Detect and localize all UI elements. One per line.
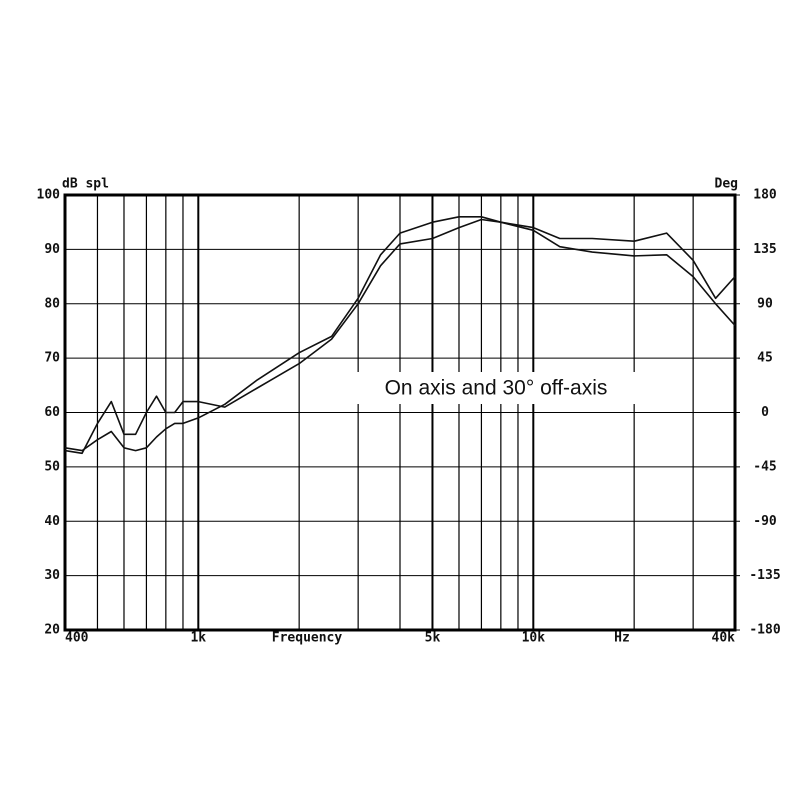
- y-tick-label: 20: [44, 623, 60, 638]
- x-tick-label: 40k: [712, 631, 736, 646]
- y-tick-label: 30: [44, 568, 60, 583]
- x-tick-label: 10k: [522, 631, 546, 646]
- y2-tick-label: -180: [749, 623, 780, 638]
- response-curve: [64, 216, 736, 452]
- x-axis-label: Frequency: [272, 631, 343, 646]
- x-tick-label: 1k: [190, 631, 206, 646]
- response-curve: [64, 218, 736, 455]
- y-tick-label: 90: [44, 242, 60, 257]
- y-tick-label: 60: [44, 405, 60, 420]
- x-tick-label: 5k: [425, 631, 441, 646]
- y-tick-label: 100: [37, 188, 61, 203]
- y2-tick-label: -135: [749, 568, 780, 583]
- y2-tick-label: -45: [753, 459, 776, 474]
- y2-tick-label: 90: [757, 296, 773, 311]
- x-tick-label: 400: [65, 631, 89, 646]
- y2-tick-label: 180: [753, 188, 777, 203]
- y-tick-label: 70: [44, 351, 60, 366]
- y-axis-label: dB spl: [62, 177, 109, 192]
- y-tick-label: 40: [44, 514, 60, 529]
- y-tick-label: 50: [44, 459, 60, 474]
- y2-axis-label: Deg: [715, 177, 738, 192]
- y2-tick-label: 135: [753, 242, 776, 257]
- y2-tick-label: 45: [757, 351, 773, 366]
- x-unit-label: Hz: [614, 631, 630, 646]
- plot-frame: [63, 193, 737, 632]
- y2-tick-label: -90: [753, 514, 777, 529]
- y2-tick-label: 0: [761, 405, 769, 420]
- y-tick-label: 80: [44, 296, 60, 311]
- annotation: On axis and 30° off-axis: [385, 377, 608, 400]
- annotation-bg: [356, 372, 636, 404]
